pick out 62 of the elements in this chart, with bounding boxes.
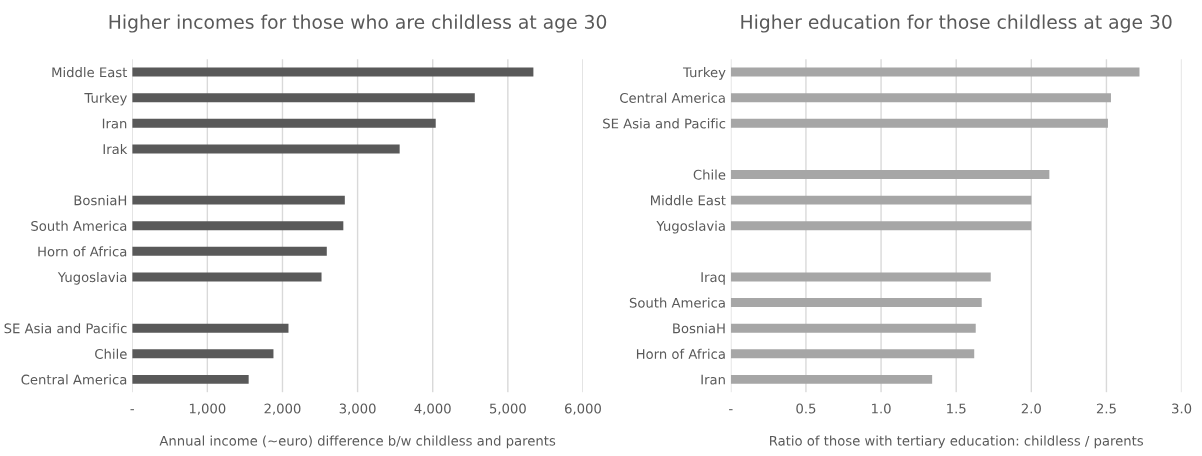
y-tick-label: Iran: [701, 374, 725, 385]
bar: [132, 93, 475, 103]
y-tick-label: Middle East: [651, 195, 726, 206]
x-axis-title: Annual income (~euro) difference b/w childless and parents: [159, 435, 556, 449]
x-tick-label: 6,000: [565, 403, 601, 415]
y-tick-label: SE Asia and Pacific: [603, 118, 726, 129]
bar: [132, 67, 534, 77]
x-tick-label: -: [729, 409, 733, 411]
bar: [132, 323, 289, 333]
x-tick-label: -: [130, 409, 134, 411]
bar: [132, 246, 327, 256]
x-tick-label: 2,000: [264, 403, 301, 415]
y-tick-label: Iran: [102, 118, 127, 129]
y-tick-label: Chile: [693, 169, 726, 180]
bar: [132, 374, 249, 384]
x-tick-label: 2.5: [1096, 403, 1116, 414]
bar: [132, 144, 400, 154]
y-tick-label: South America: [629, 297, 725, 308]
bar: [132, 195, 345, 205]
bar: [730, 221, 1032, 231]
y-tick-label: Yugoslavia: [656, 220, 725, 234]
y-tick-label: Iraq: [701, 272, 725, 285]
bar: [730, 118, 1108, 128]
x-tick-label: 1,000: [189, 403, 226, 415]
bar: [730, 93, 1111, 103]
y-tick-label: BosniaH: [74, 195, 127, 206]
chart-title: Higher incomes for those who are childless at age 30: [109, 14, 607, 33]
bar: [730, 195, 1032, 205]
bar: [730, 272, 991, 282]
y-tick-label: Central America: [21, 374, 127, 385]
x-tick-label: 5,000: [489, 403, 526, 415]
bar: [730, 298, 982, 308]
y-tick-label: Central America: [620, 92, 725, 103]
bar: [730, 323, 976, 333]
y-tick-label: Yugoslavia: [57, 271, 127, 285]
x-tick-label: 3,000: [339, 403, 376, 415]
bar: [730, 349, 975, 359]
y-tick-label: Horn of Africa: [38, 246, 127, 257]
bar: [132, 272, 322, 282]
x-tick-label: 1.5: [947, 403, 966, 414]
bar: [730, 374, 933, 384]
x-tick-label: 0.5: [796, 403, 816, 414]
bar: [132, 221, 344, 231]
y-tick-label: Turkey: [84, 92, 127, 106]
x-axis-title: Ratio of those with tertiary education: childless / parents: [770, 435, 1144, 449]
y-tick-label: Turkey: [682, 67, 726, 80]
bar: [730, 170, 1050, 179]
y-tick-label: Chile: [95, 348, 127, 359]
y-tick-label: Irak: [103, 143, 128, 155]
x-tick-label: 4,000: [414, 403, 451, 415]
bar: [730, 67, 1140, 77]
bar: [132, 349, 274, 359]
y-tick-label: South America: [31, 220, 127, 231]
y-tick-label: Middle East: [52, 67, 128, 78]
y-tick-label: SE Asia and Pacific: [4, 323, 127, 334]
y-tick-label: BosniaH: [673, 323, 725, 334]
x-tick-label: 2.0: [1021, 403, 1041, 414]
bar: [132, 118, 436, 128]
x-tick-label: 1.0: [872, 403, 891, 414]
chart-title: Higher education for those childless at age 30: [741, 14, 1172, 33]
x-tick-label: 3.0: [1172, 403, 1192, 414]
y-tick-label: Horn of Africa: [636, 348, 725, 359]
